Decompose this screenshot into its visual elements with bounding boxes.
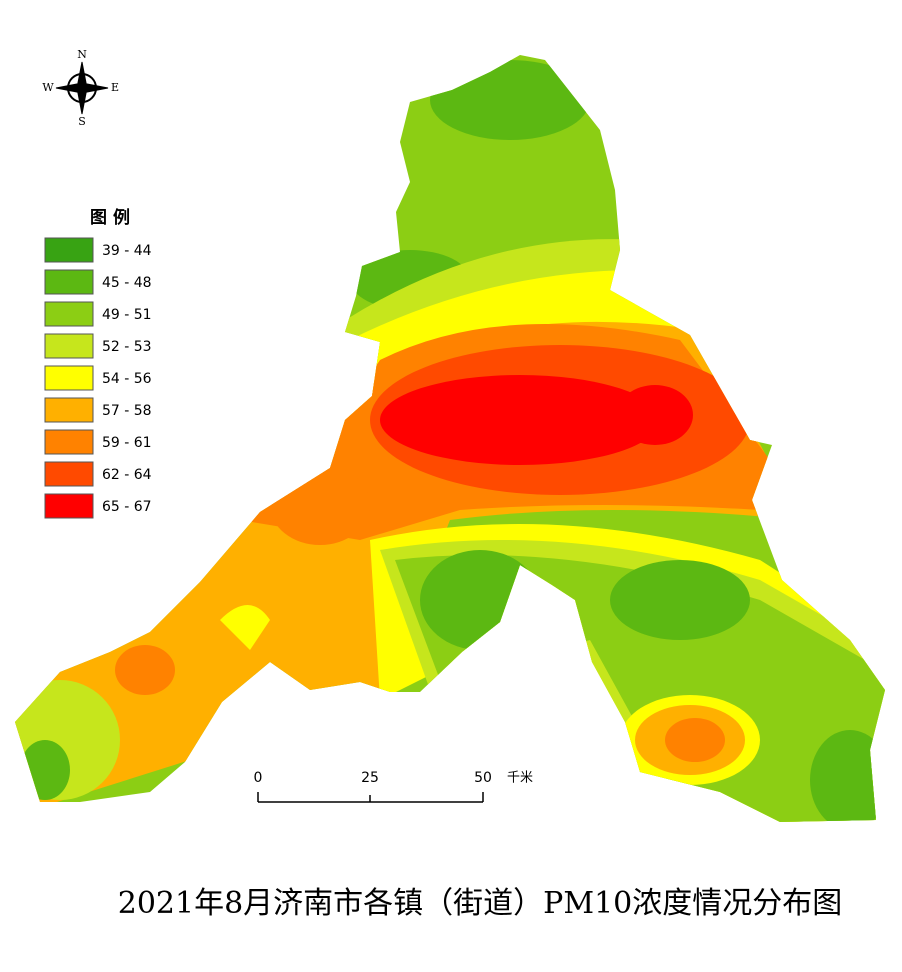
legend-swatch [44, 461, 94, 487]
legend-label: 62 - 64 [102, 467, 152, 483]
map-region [810, 730, 885, 822]
map-region [665, 718, 725, 762]
map-region [420, 550, 540, 650]
scale-label: 0 [254, 770, 263, 786]
map-region [220, 605, 270, 650]
map-region [430, 60, 590, 140]
map-region [115, 645, 175, 695]
scale-label: 50 [474, 770, 492, 786]
scale-bar [257, 792, 484, 803]
legend-label: 54 - 56 [102, 371, 152, 387]
map-region [610, 560, 750, 640]
map-region [380, 375, 660, 465]
map-region [270, 465, 370, 545]
legend-swatch [44, 365, 94, 391]
compass-n: N [77, 48, 87, 61]
legend-label: 39 - 44 [102, 243, 152, 259]
legend-swatch [44, 397, 94, 423]
legend-title: 图 例 [90, 207, 130, 228]
legend-swatch [44, 269, 94, 295]
legend-label: 52 - 53 [102, 339, 152, 355]
legend-label: 65 - 67 [102, 499, 152, 515]
legend-swatch [44, 333, 94, 359]
map-title: 2021年8月济南市各镇（街道）PM10浓度情况分布图 [118, 886, 843, 921]
legend-swatch [44, 301, 94, 327]
legend-label: 49 - 51 [102, 307, 152, 323]
compass-w: W [42, 81, 54, 94]
legend-swatch [44, 237, 94, 263]
compass-e: E [111, 81, 119, 94]
scale-label: 25 [361, 770, 379, 786]
compass [55, 61, 109, 115]
legend-label: 59 - 61 [102, 435, 152, 451]
legend: 39 - 44 45 - 48 49 - 51 52 - 53 54 - 56 57 - … [44, 237, 152, 519]
legend-label: 57 - 58 [102, 403, 152, 419]
compass-s: S [78, 115, 86, 128]
legend-swatch [44, 429, 94, 455]
scale-unit: 千米 [507, 771, 533, 786]
map-region [20, 740, 70, 800]
legend-swatch [44, 493, 94, 519]
map-region [617, 385, 693, 445]
legend-label: 45 - 48 [102, 275, 152, 291]
